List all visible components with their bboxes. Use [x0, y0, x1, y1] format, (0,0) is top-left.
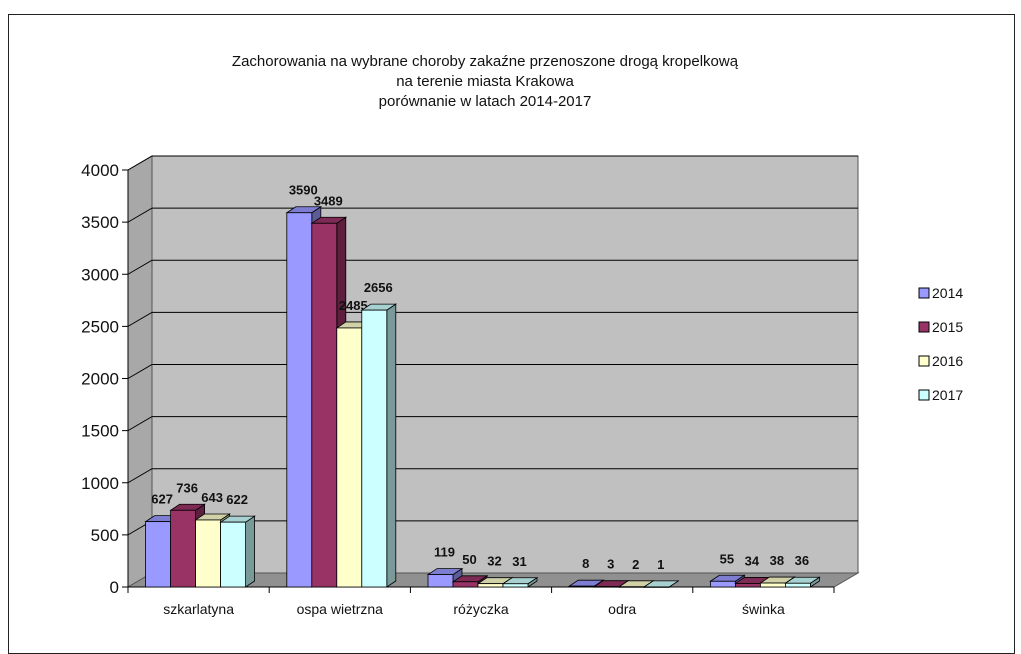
data-label: 31: [512, 554, 526, 569]
data-label: 736: [176, 480, 198, 495]
gridline: [127, 311, 858, 327]
bar: [593, 586, 620, 588]
data-label: 622: [226, 492, 248, 507]
y-tick-label: 3000: [81, 265, 119, 284]
gridline: [127, 207, 858, 223]
x-tick-label: różyczka: [453, 601, 508, 617]
legend-label: 2015: [932, 319, 963, 335]
data-label: 1: [657, 557, 664, 572]
gridline: [127, 155, 858, 171]
bar: [477, 583, 504, 588]
y-tick-label: 500: [91, 526, 119, 545]
data-label: 2656: [364, 280, 393, 295]
bar: [427, 574, 454, 588]
y-tick-label: 1500: [81, 422, 119, 441]
y-tick-label: 1000: [81, 474, 119, 493]
chart-title-line-2: na terenie miasta Krakowa: [396, 73, 574, 90]
gridline: [127, 364, 858, 379]
bar: [618, 586, 645, 588]
bar: [286, 212, 313, 588]
bar: [220, 521, 247, 588]
x-tick-label: ospa wietrzna: [297, 601, 384, 617]
data-label: 50: [462, 552, 476, 567]
data-label: 2485: [339, 298, 368, 313]
legend-swatch: [918, 355, 930, 367]
y-tick-label: 3500: [81, 213, 119, 232]
y-tick-label: 4000: [81, 161, 119, 180]
bar: [643, 586, 670, 588]
data-label: 119: [434, 545, 455, 560]
bar: [170, 509, 197, 588]
x-tick-label: szkarlatyna: [163, 601, 234, 617]
bar: [735, 583, 761, 588]
chart-title-line-3: porównanie w latach 2014-2017: [378, 93, 592, 110]
bar: [361, 309, 388, 588]
x-tick-label: odra: [608, 601, 636, 617]
legend-swatch: [918, 287, 930, 299]
chart-title: Zachorowania na wybrane choroby zakaźne …: [0, 52, 970, 112]
data-label: 643: [201, 490, 223, 505]
gridline: [127, 468, 858, 484]
bar-chart: 0 500 1000 1500 2000 2500 3000 3500 4000 62773664…: [81, 155, 963, 617]
data-label: 627: [151, 492, 173, 507]
data-label: 32: [487, 554, 501, 569]
data-label: 55: [720, 551, 734, 566]
data-label: 36: [795, 553, 809, 568]
bar: [195, 519, 222, 588]
bar: [336, 327, 363, 588]
bar: [568, 585, 595, 588]
chart-title-line-1: Zachorowania na wybrane choroby zakaźne …: [231, 53, 739, 70]
bar: [502, 583, 529, 588]
legend-label: 2014: [932, 285, 963, 301]
bar-side: [386, 303, 397, 588]
y-tick-label: 2000: [81, 370, 119, 389]
gridline: [127, 416, 858, 432]
bar: [760, 582, 786, 588]
legend-label: 2016: [932, 353, 963, 369]
gridline: [127, 259, 858, 275]
legend-swatch: [918, 389, 930, 401]
data-label: 34: [745, 553, 760, 568]
bar-side: [245, 515, 256, 588]
data-label: 3: [607, 557, 614, 572]
y-tick-label: 0: [110, 578, 119, 597]
bar: [785, 582, 811, 588]
data-label: 38: [770, 553, 784, 568]
x-tick-label: świnka: [742, 601, 785, 617]
bar: [710, 580, 736, 588]
data-label: 2: [632, 557, 639, 572]
bar: [452, 581, 479, 588]
legend-swatch: [918, 321, 930, 333]
legend-label: 2017: [932, 387, 963, 403]
data-label: 3590: [289, 183, 318, 198]
data-label: 8: [582, 556, 589, 571]
bar: [145, 521, 172, 588]
bar: [311, 222, 338, 588]
y-tick-label: 2500: [81, 317, 119, 336]
data-label: 3489: [314, 193, 343, 208]
